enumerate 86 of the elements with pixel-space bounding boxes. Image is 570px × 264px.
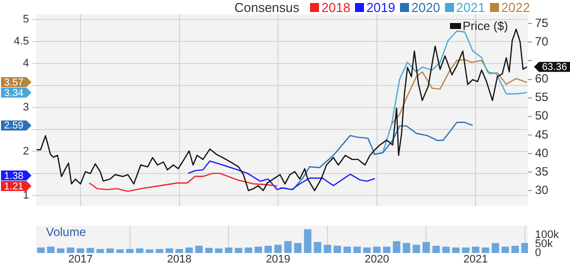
y-tick-label: 1	[22, 189, 29, 202]
y-tick-label: 5	[22, 14, 29, 26]
y2-tick-label: 75	[535, 16, 549, 30]
bar	[56, 248, 64, 253]
bar	[324, 244, 332, 253]
bar	[462, 248, 470, 253]
y-tick-label: 4.5	[14, 36, 29, 48]
bar	[215, 248, 222, 253]
bar	[442, 246, 450, 253]
bar	[452, 248, 460, 253]
bar	[76, 248, 84, 253]
bar	[254, 246, 262, 253]
x-tick-label: 2017	[68, 254, 93, 264]
bar	[47, 246, 55, 253]
bar	[66, 248, 74, 253]
chart-title: Volume	[46, 224, 86, 239]
bar	[422, 242, 430, 253]
y2-tick-label: 35	[535, 164, 549, 178]
text: 3.57	[4, 77, 24, 88]
data-label: 63.36	[542, 62, 568, 74]
bar	[373, 246, 381, 253]
bar	[96, 248, 104, 253]
legend-label: 2019	[366, 0, 396, 15]
bar	[224, 248, 232, 253]
text: 3.34	[4, 88, 24, 99]
legend-title: Consensus	[234, 0, 300, 15]
bar	[146, 249, 154, 253]
legend-label: 2018	[321, 0, 350, 15]
text: 1.21	[4, 181, 24, 192]
bar	[344, 246, 351, 253]
bar	[521, 242, 528, 253]
bar	[432, 246, 440, 253]
text: 1.38	[4, 170, 24, 182]
bar	[136, 248, 144, 253]
y2-tick-label: 60	[535, 72, 549, 86]
bar	[412, 244, 420, 253]
bar	[37, 248, 45, 253]
legend-label: Price ($)	[462, 19, 508, 33]
bar	[334, 246, 342, 253]
x-tick-label: 2020	[364, 254, 390, 264]
y-tick-label: 4	[22, 58, 29, 70]
bar	[383, 246, 390, 253]
bar	[492, 242, 500, 253]
bar	[264, 246, 272, 253]
legend-label: 2020	[411, 0, 440, 15]
bar	[274, 244, 282, 253]
bar	[244, 248, 252, 253]
bar	[314, 242, 322, 253]
bar	[195, 246, 203, 253]
bar	[284, 241, 292, 253]
y2-tick-label: 50	[535, 108, 549, 123]
y2-tick-label: 55	[535, 90, 549, 104]
bar	[126, 248, 134, 253]
x-tick-label: 2021	[463, 254, 488, 264]
bar	[116, 249, 124, 253]
bar	[234, 248, 242, 253]
bar	[353, 246, 361, 253]
bar	[472, 246, 480, 253]
y-tick-label: 3	[22, 102, 29, 114]
bar	[156, 248, 164, 253]
y2-tick-label: 30	[535, 182, 549, 197]
bar	[502, 246, 509, 253]
bar	[511, 246, 519, 253]
legend-label: 2022	[501, 0, 530, 15]
y2-tick-label: 45	[535, 127, 549, 142]
bar	[166, 248, 174, 253]
text: 2.59	[4, 120, 24, 132]
bar	[363, 248, 371, 253]
bar	[205, 248, 213, 253]
bar	[106, 248, 114, 253]
y-tick-label: 50k	[535, 238, 554, 250]
legend-label: 2021	[456, 0, 486, 15]
bar	[402, 242, 410, 253]
x-tick-label: 2018	[167, 254, 192, 264]
bar	[392, 241, 400, 253]
bar	[294, 242, 302, 253]
x-tick-label: 2019	[266, 254, 290, 264]
y2-tick-label: 40	[535, 146, 549, 160]
bar	[304, 229, 312, 253]
bar	[176, 248, 183, 253]
y-tick-label: 0	[535, 247, 542, 260]
bar	[185, 248, 193, 253]
y2-tick-label: 70	[535, 34, 549, 49]
bar	[482, 248, 490, 253]
bar	[86, 248, 94, 253]
y-tick-label: 2	[22, 145, 29, 158]
